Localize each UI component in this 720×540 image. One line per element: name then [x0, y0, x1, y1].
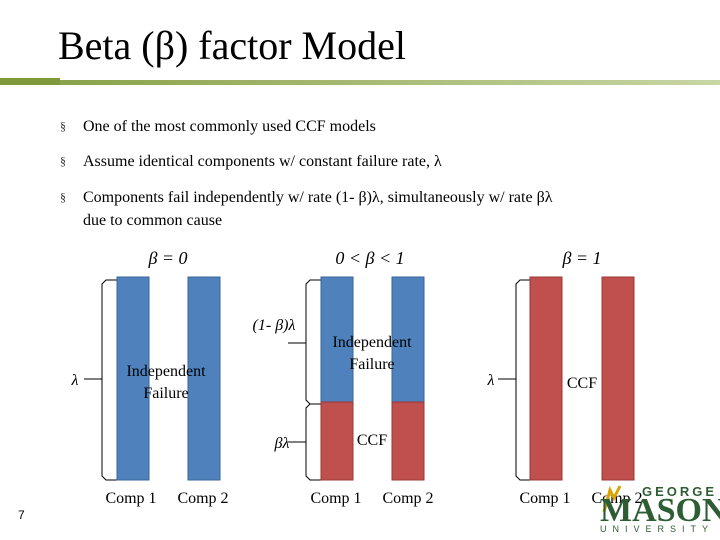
title-text: Beta (β) factor Model [58, 23, 406, 68]
panel2-comp1-label: Comp 1 [310, 490, 361, 507]
panel1-comp2-bar [187, 276, 221, 481]
panel2-comp2-blue [391, 276, 425, 403]
university-logo: GEORGE MASON UNIVERSITY [600, 484, 720, 534]
panel1-inside-label-line2: Failure [143, 385, 188, 402]
slide-title: Beta (β) factor Model [58, 22, 406, 70]
panel2-comp2-label: Comp 2 [382, 490, 433, 507]
title-underline-bar [60, 80, 720, 85]
panel1-inside-label-line1: Independent [126, 363, 206, 380]
panel3-comp2-bar [601, 276, 635, 481]
panel3-comp1-label: Comp 1 [519, 490, 570, 507]
logo-line3: UNIVERSITY [600, 524, 715, 534]
panel1-bracket [101, 279, 118, 481]
panel3-lambda-label: λ [487, 372, 495, 389]
panel2-comp1-red [320, 401, 354, 481]
panel2-inside-bottom-label: CCF [357, 432, 387, 449]
panel2-bottom-bracket [305, 403, 322, 481]
logo-line2: MASON [600, 492, 720, 529]
panel3-bracket [515, 279, 532, 481]
slide-number: 7 [18, 508, 25, 522]
panel1-comp1-label: Comp 1 [105, 490, 156, 507]
panel1-comp2-label: Comp 2 [177, 490, 228, 507]
bullet-text-line2: due to common cause [83, 212, 223, 229]
logo-line1: GEORGE [642, 484, 718, 499]
panel2-comp2-red [391, 401, 425, 481]
panel2-top-brace-label: (1- β)λ [253, 317, 296, 334]
bullet-text: Assume identical components w/ constant … [83, 153, 442, 170]
logo-emblem [600, 484, 624, 514]
bullet-mark: § [60, 119, 66, 133]
panel2-bottom-brace-label: βλ [274, 435, 290, 452]
panel2-comp1-blue [320, 276, 354, 403]
panel2-inside-top-line2: Failure [349, 356, 394, 373]
panel3-header: β = 1 [561, 248, 601, 268]
bullet-mark: § [60, 190, 66, 204]
panel1-header: β = 0 [147, 248, 187, 268]
panel3-comp2-label: Comp 2 [591, 490, 642, 507]
bullet-text: Components fail independently w/ rate (1… [83, 189, 553, 206]
panel1-lambda-label: λ [71, 372, 79, 389]
title-accent-bar [0, 78, 60, 85]
panel2-top-bracket [305, 279, 322, 405]
panel1-comp1-bar [116, 276, 150, 481]
bullet-text: One of the most commonly used CCF models [83, 118, 376, 135]
bullet-mark: § [60, 154, 66, 168]
panel3-comp1-bar [529, 276, 563, 481]
panel3-inside-label: CCF [567, 375, 597, 392]
panel2-inside-top-line1: Independent [332, 334, 412, 351]
panel2-header: 0 < β < 1 [335, 248, 404, 268]
